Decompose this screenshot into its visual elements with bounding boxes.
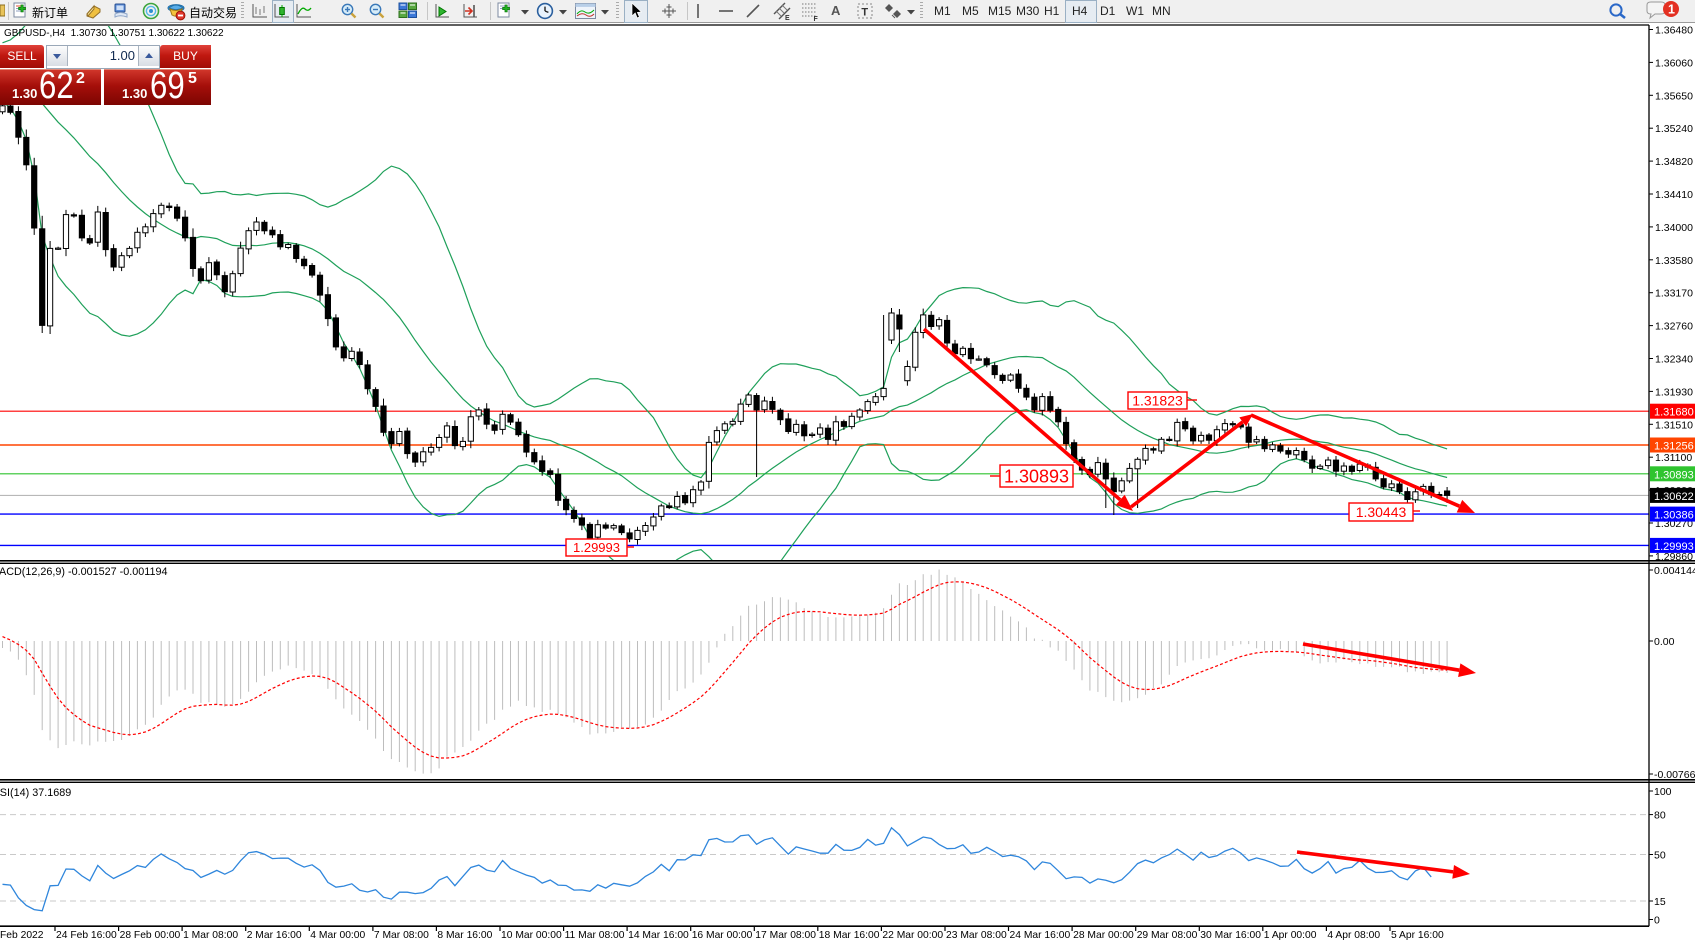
svg-text:30 Mar 16:00: 30 Mar 16:00 <box>1200 930 1261 941</box>
svg-text:Feb 2022: Feb 2022 <box>0 930 44 941</box>
svg-text:50: 50 <box>1654 850 1666 862</box>
svg-text:-0.007664: -0.007664 <box>1654 769 1695 781</box>
svg-text:RSI(14) 37.1689: RSI(14) 37.1689 <box>0 787 71 799</box>
svg-text:MACD(12,26,9) -0.001527 -0.001: MACD(12,26,9) -0.001527 -0.001194 <box>0 566 167 578</box>
svg-text:1.29860: 1.29860 <box>1655 551 1693 563</box>
svg-text:2 Mar 16:00: 2 Mar 16:00 <box>247 930 302 941</box>
svg-text:4 Mar 00:00: 4 Mar 00:00 <box>310 930 365 941</box>
svg-text:1.34410: 1.34410 <box>1655 189 1693 201</box>
svg-text:1.35240: 1.35240 <box>1655 123 1693 135</box>
svg-text:1.33170: 1.33170 <box>1655 288 1693 300</box>
svg-text:28 Mar 00:00: 28 Mar 00:00 <box>1073 930 1134 941</box>
svg-text:22 Mar 00:00: 22 Mar 00:00 <box>882 930 943 941</box>
svg-text:23 Mar 08:00: 23 Mar 08:00 <box>946 930 1007 941</box>
svg-text:1.30893: 1.30893 <box>1004 466 1069 486</box>
svg-text:1.30386: 1.30386 <box>1654 510 1694 522</box>
svg-text:1.30443: 1.30443 <box>1356 504 1407 520</box>
svg-text:0.004144: 0.004144 <box>1654 565 1695 577</box>
svg-text:10 Mar 00:00: 10 Mar 00:00 <box>501 930 562 941</box>
svg-text:11 Mar 08:00: 11 Mar 08:00 <box>565 930 625 941</box>
svg-text:1.34000: 1.34000 <box>1655 222 1693 234</box>
svg-text:17 Mar 08:00: 17 Mar 08:00 <box>755 930 816 941</box>
svg-text:5 Apr 16:00: 5 Apr 16:00 <box>1391 930 1444 941</box>
svg-text:24 Mar 16:00: 24 Mar 16:00 <box>1010 930 1071 941</box>
svg-text:1.34820: 1.34820 <box>1655 156 1693 168</box>
svg-text:1.31930: 1.31930 <box>1655 386 1693 398</box>
svg-text:7 Mar 08:00: 7 Mar 08:00 <box>374 930 429 941</box>
svg-text:80: 80 <box>1654 810 1666 822</box>
svg-text:29 Mar 08:00: 29 Mar 08:00 <box>1137 930 1198 941</box>
svg-text:1 Apr 00:00: 1 Apr 00:00 <box>1264 930 1317 941</box>
svg-text:16 Mar 00:00: 16 Mar 00:00 <box>692 930 753 941</box>
svg-text:1.33580: 1.33580 <box>1655 255 1693 267</box>
svg-text:0.00: 0.00 <box>1654 636 1675 648</box>
svg-text:1.31680: 1.31680 <box>1654 407 1694 419</box>
svg-text:1.30893: 1.30893 <box>1654 469 1694 481</box>
svg-text:1.31510: 1.31510 <box>1655 419 1693 431</box>
svg-text:100: 100 <box>1654 786 1672 798</box>
svg-text:1.31256: 1.31256 <box>1654 441 1694 453</box>
svg-text:E: E <box>785 15 790 21</box>
svg-text:1.31100: 1.31100 <box>1655 452 1692 464</box>
svg-text:24 Feb 16:00: 24 Feb 16:00 <box>56 930 117 941</box>
svg-text:1.32760: 1.32760 <box>1655 321 1693 333</box>
svg-text:1: 1 <box>1668 3 1675 17</box>
svg-text:1.29993: 1.29993 <box>1654 541 1694 553</box>
svg-text:1.35650: 1.35650 <box>1655 90 1693 102</box>
svg-text:18 Mar 16:00: 18 Mar 16:00 <box>819 930 880 941</box>
svg-text:8 Mar 16:00: 8 Mar 16:00 <box>437 930 492 941</box>
svg-text:1.30622: 1.30622 <box>1654 491 1694 503</box>
svg-text:1.32340: 1.32340 <box>1655 354 1693 366</box>
svg-text:1.36060: 1.36060 <box>1655 57 1693 69</box>
svg-text:4 Apr 08:00: 4 Apr 08:00 <box>1327 930 1380 941</box>
svg-text:F: F <box>814 16 819 21</box>
svg-text:T: T <box>861 6 868 18</box>
svg-text:15: 15 <box>1654 896 1666 908</box>
svg-text:14 Mar 16:00: 14 Mar 16:00 <box>628 930 689 941</box>
svg-text:1.29993: 1.29993 <box>573 540 620 555</box>
svg-text:1.36480: 1.36480 <box>1655 25 1693 37</box>
svg-text:1 Mar 08:00: 1 Mar 08:00 <box>183 930 238 941</box>
svg-text:28 Feb 00:00: 28 Feb 00:00 <box>120 930 181 941</box>
svg-text:1.31823: 1.31823 <box>1132 393 1183 409</box>
svg-text:0: 0 <box>1654 915 1660 927</box>
